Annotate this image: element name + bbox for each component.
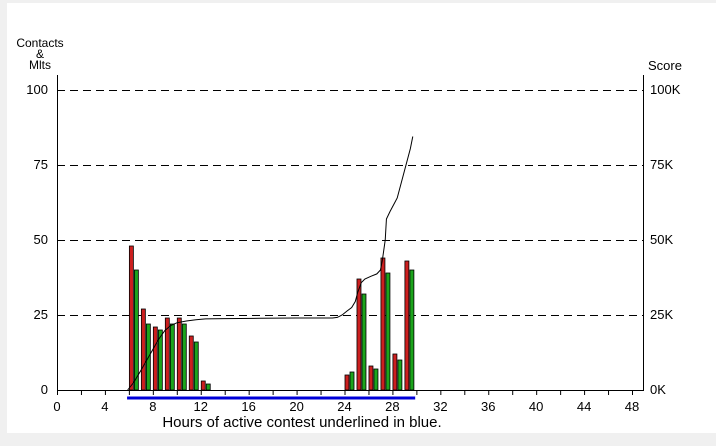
right-axis-title: Score xyxy=(648,58,682,73)
left-axis-tick-label: 25 xyxy=(33,307,48,322)
contacts-bar xyxy=(368,365,374,391)
left-axis-title: Contacts & Mlts xyxy=(12,36,68,72)
contacts-bar xyxy=(344,374,350,391)
right-axis-tick-label: 0K xyxy=(650,382,666,397)
x-axis-tick-label: 24 xyxy=(337,399,352,414)
mults-bar xyxy=(397,359,403,391)
contacts-bar xyxy=(164,317,170,391)
contacts-bar xyxy=(380,257,386,391)
mults-bar xyxy=(133,269,139,391)
x-axis-tick-label: 48 xyxy=(624,399,640,414)
chart-panel xyxy=(7,3,716,433)
mults-bar xyxy=(409,269,415,391)
left-axis-title-line: & xyxy=(35,47,44,61)
x-axis-tick-label: 16 xyxy=(241,399,256,414)
x-axis-tick-label: 36 xyxy=(481,399,496,414)
contacts-bar xyxy=(392,353,398,391)
right-axis-tick-label: 100K xyxy=(650,82,681,97)
contacts-bar xyxy=(356,278,362,391)
mults-bar xyxy=(157,329,163,391)
contacts-bar xyxy=(188,335,194,391)
contacts-bar xyxy=(200,380,206,391)
left-axis-tick-label: 0 xyxy=(40,382,48,397)
mults-bar xyxy=(361,293,367,391)
left-axis-title-line: Mlts xyxy=(29,58,51,72)
x-axis-tick-label: 28 xyxy=(385,399,400,414)
contacts-bar xyxy=(140,308,146,391)
mults-bar xyxy=(373,368,379,391)
x-axis-tick-label: 8 xyxy=(149,399,157,414)
contacts-bar xyxy=(176,317,182,391)
left-axis-tick-label: 75 xyxy=(33,157,48,172)
mults-bar xyxy=(349,371,355,391)
mults-bar xyxy=(169,323,175,391)
x-axis-caption: Hours of active contest underlined in bl… xyxy=(162,414,442,431)
contacts-bar xyxy=(152,326,158,391)
mults-bar xyxy=(193,341,199,391)
score-line xyxy=(127,136,414,391)
contacts-bar xyxy=(404,260,410,391)
contacts-bar xyxy=(128,245,134,391)
x-axis-tick-label: 0 xyxy=(53,399,61,414)
x-axis-tick-label: 32 xyxy=(433,399,448,414)
right-axis-tick-label: 50K xyxy=(650,232,674,247)
x-axis-tick-label: 12 xyxy=(193,399,208,414)
x-axis-tick-label: 44 xyxy=(576,399,592,414)
mults-bar xyxy=(181,323,187,391)
x-axis-tick-label: 20 xyxy=(289,399,304,414)
x-axis-tick-label: 4 xyxy=(101,399,109,414)
mults-bar xyxy=(205,383,211,391)
left-axis-tick-label: 50 xyxy=(33,232,48,247)
right-axis-tick-label: 25K xyxy=(650,307,674,322)
x-axis-tick-label: 40 xyxy=(528,399,544,414)
right-axis-tick-label: 75K xyxy=(650,157,674,172)
mults-bar xyxy=(385,272,391,391)
left-axis-tick-label: 100 xyxy=(26,82,48,97)
left-axis-title-line: Contacts xyxy=(16,36,64,50)
